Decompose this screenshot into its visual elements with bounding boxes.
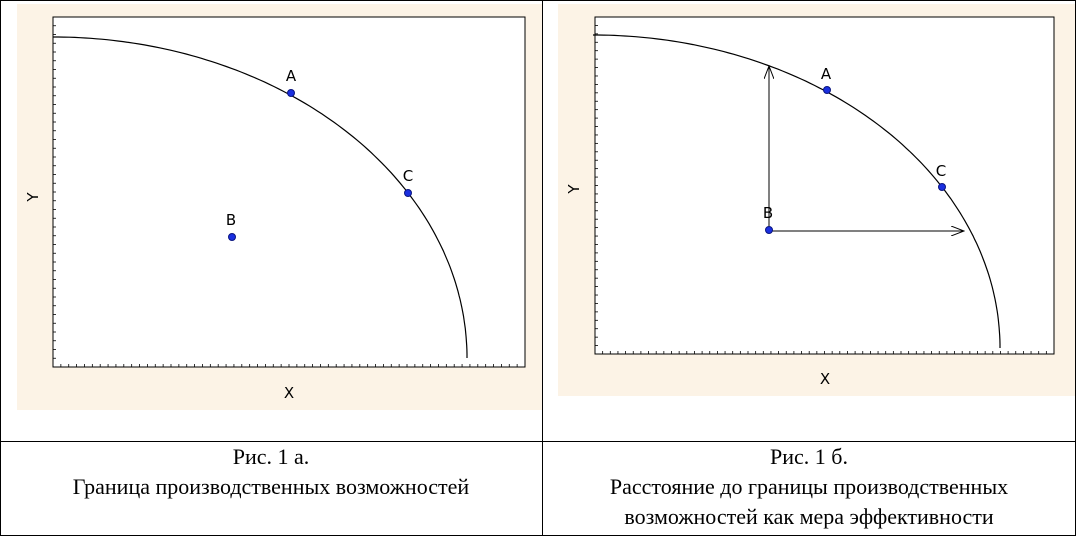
table-divider-vertical	[542, 0, 543, 536]
table-border-top	[0, 0, 1076, 1]
point-b	[228, 233, 236, 241]
caption-1a-title: Граница производственных возможностей	[72, 474, 470, 499]
production-possibility-frontier	[53, 36, 468, 358]
caption-1b: Рис. 1 б. Расстояние до границы производ…	[543, 442, 1075, 536]
plot-area	[594, 16, 1055, 355]
point-a-label: A	[286, 67, 297, 85]
caption-1a-figure-number: Рис. 1 а.	[232, 444, 310, 469]
point-b-label: B	[226, 211, 236, 229]
point-c-label: C	[403, 167, 413, 185]
table-divider-horizontal	[0, 441, 1076, 442]
point-c	[404, 189, 412, 197]
production-possibility-frontier	[593, 34, 1001, 348]
y-axis-ticks	[53, 25, 56, 359]
y-axis-label: Y	[24, 192, 42, 203]
caption-1b-title-line1: Расстояние до границы производственных	[609, 474, 1009, 499]
point-c-label: C	[936, 162, 946, 180]
point-c	[938, 183, 946, 191]
point-b	[765, 226, 773, 234]
figure-1b: X Y A B C	[543, 0, 1075, 440]
point-b-label: B	[763, 204, 773, 222]
point-a	[287, 89, 295, 97]
figure-1b-diagram: X Y A B C	[558, 4, 1075, 396]
figure-1a: X Y A B C	[0, 0, 542, 440]
caption-1b-title-line2: возможностей как мера эффективности	[624, 504, 994, 529]
caption-1b-figure-number: Рис. 1 б.	[770, 444, 848, 469]
y-axis-ticks	[595, 25, 598, 346]
x-axis-label: X	[284, 384, 294, 402]
point-a	[823, 86, 831, 94]
table-border-left	[0, 0, 1, 536]
plot-area	[52, 16, 526, 368]
x-axis-label: X	[820, 370, 830, 388]
caption-1a: Рис. 1 а. Граница производственных возмо…	[0, 442, 542, 536]
point-a-label: A	[821, 65, 832, 83]
y-axis-label: Y	[565, 184, 583, 195]
x-axis-ticks	[602, 351, 1047, 354]
figure-1a-diagram: X Y A B C	[17, 4, 542, 410]
x-axis-ticks	[60, 364, 518, 367]
